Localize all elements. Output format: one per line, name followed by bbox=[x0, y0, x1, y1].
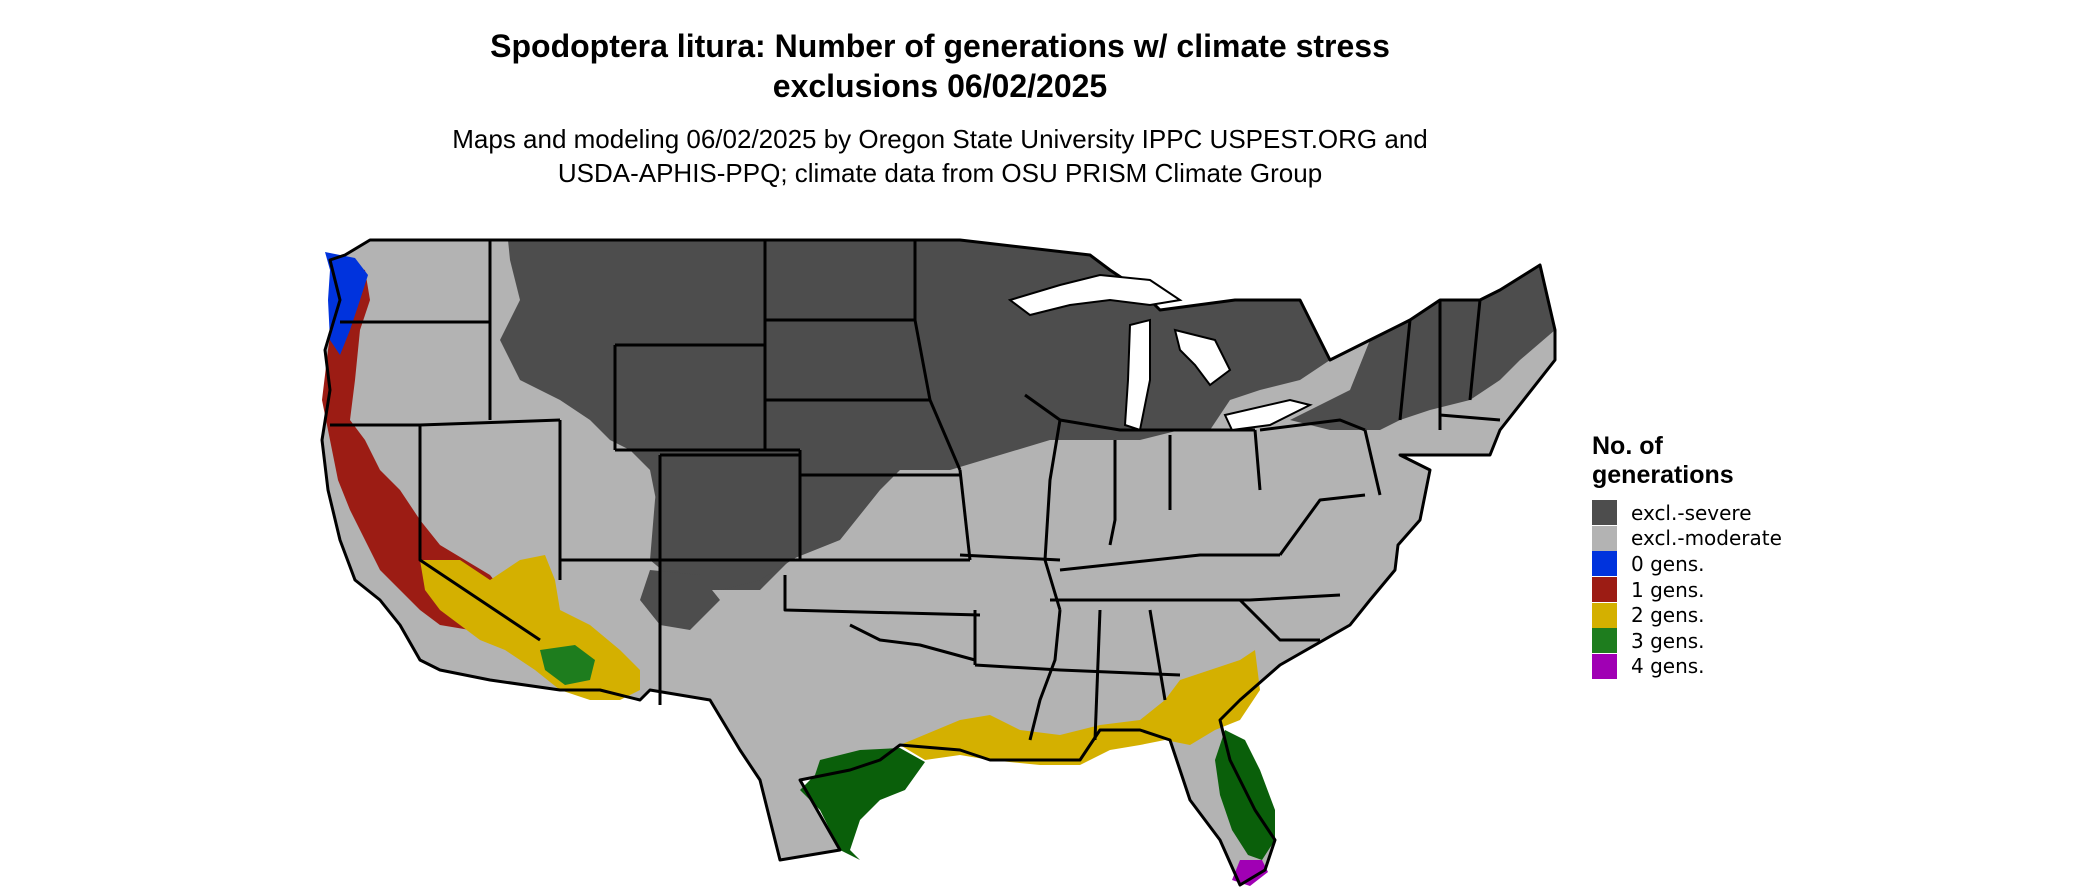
legend-item-2-gens: 2 gens. bbox=[1592, 602, 1782, 628]
legend-item-0-gens: 0 gens. bbox=[1592, 551, 1782, 577]
map-title-line-2: exclusions 06/02/2025 bbox=[772, 68, 1108, 104]
map-title: Spodoptera litura: Number of generations… bbox=[0, 26, 1880, 106]
legend-label-2-gens: 2 gens. bbox=[1631, 603, 1705, 628]
lake-michigan bbox=[1123, 318, 1151, 432]
legend-item-1-gens: 1 gens. bbox=[1592, 577, 1782, 603]
severe-northeast bbox=[1290, 265, 1555, 430]
legend-swatch-0-gens bbox=[1592, 551, 1617, 577]
legend-item-3-gens: 3 gens. bbox=[1592, 628, 1782, 654]
severe-colorado bbox=[650, 460, 800, 590]
legend-title-line-1: No. of bbox=[1592, 432, 1663, 460]
map-subtitle-line-2: USDA-APHIS-PPQ; climate data from OSU PR… bbox=[557, 158, 1323, 188]
legend-label-1-gens: 1 gens. bbox=[1631, 577, 1705, 602]
gen4-florida-tip bbox=[1232, 860, 1268, 886]
lake-huron bbox=[1173, 328, 1232, 387]
gen2-gulf-coast bbox=[900, 650, 1260, 765]
legend-swatch-2-gens bbox=[1592, 602, 1617, 628]
legend-label-4-gens: 4 gens. bbox=[1631, 654, 1705, 679]
legend-swatch-4-gens bbox=[1592, 653, 1617, 679]
legend-label-severe: excl.-severe bbox=[1631, 500, 1752, 525]
legend-title-line-2: generations bbox=[1592, 461, 1734, 489]
legend-label-3-gens: 3 gens. bbox=[1631, 628, 1705, 653]
legend-swatch-severe bbox=[1592, 500, 1617, 526]
legend-swatch-moderate bbox=[1592, 525, 1617, 551]
legend-label-0-gens: 0 gens. bbox=[1631, 551, 1705, 576]
state-borders bbox=[330, 240, 1501, 741]
map-title-line-1: Spodoptera litura: Number of generations… bbox=[490, 28, 1390, 64]
legend-title: No. of generations bbox=[1592, 432, 1782, 490]
legend: No. of generations excl.-severe excl.-mo… bbox=[1592, 432, 1782, 679]
gen3-southwest bbox=[540, 645, 595, 685]
legend-swatch-1-gens bbox=[1592, 577, 1617, 603]
gen1-west-coast bbox=[322, 260, 520, 630]
legend-swatch-3-gens bbox=[1592, 628, 1617, 654]
legend-label-moderate: excl.-moderate bbox=[1631, 526, 1782, 551]
map-subtitle: Maps and modeling 06/02/2025 by Oregon S… bbox=[0, 122, 1880, 190]
lake-erie bbox=[1223, 398, 1313, 432]
lake-superior bbox=[1007, 273, 1183, 317]
legend-item-severe: excl.-severe bbox=[1592, 500, 1782, 526]
map-subtitle-line-1: Maps and modeling 06/02/2025 by Oregon S… bbox=[452, 124, 1428, 154]
legend-item-moderate: excl.-moderate bbox=[1592, 525, 1782, 552]
legend-item-4-gens: 4 gens. bbox=[1592, 653, 1782, 680]
us-outline bbox=[320, 238, 1557, 887]
